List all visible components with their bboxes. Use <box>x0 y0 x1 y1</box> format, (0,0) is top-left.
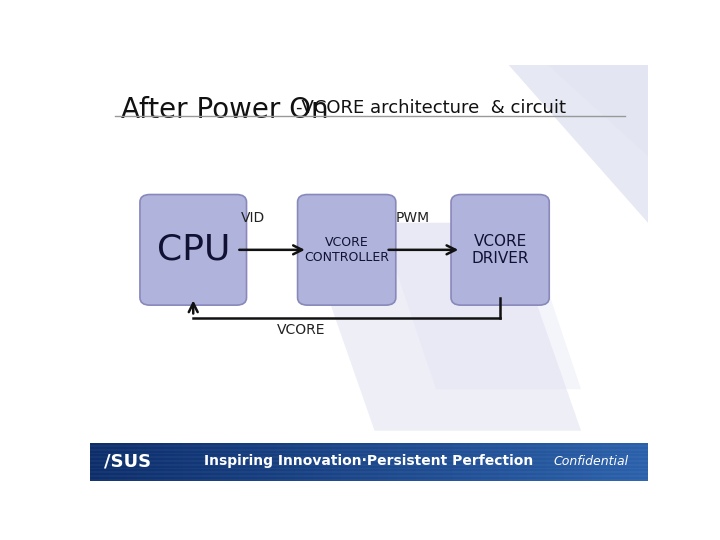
Bar <box>211 443 220 481</box>
Bar <box>294 443 304 481</box>
Bar <box>174 443 183 481</box>
Text: VCORE: VCORE <box>277 323 325 338</box>
Bar <box>90 456 648 458</box>
Bar <box>387 443 397 481</box>
Bar <box>406 443 415 481</box>
Bar <box>453 443 462 481</box>
Bar <box>90 443 648 481</box>
Polygon shape <box>453 65 648 156</box>
Bar <box>639 443 648 481</box>
Text: VCORE
CONTROLLER: VCORE CONTROLLER <box>304 236 390 264</box>
Text: -VCORE architecture  & circuit: -VCORE architecture & circuit <box>297 99 567 117</box>
Text: Confidential: Confidential <box>554 455 629 468</box>
Bar <box>90 460 648 462</box>
Polygon shape <box>302 223 581 431</box>
Bar <box>118 443 127 481</box>
Bar <box>564 443 574 481</box>
FancyBboxPatch shape <box>140 194 246 305</box>
Polygon shape <box>380 65 648 223</box>
Bar <box>90 471 648 473</box>
Bar <box>90 479 648 481</box>
Bar <box>462 443 472 481</box>
Bar <box>239 443 248 481</box>
Bar <box>145 443 155 481</box>
Bar <box>360 443 369 481</box>
Bar <box>183 443 192 481</box>
Bar <box>508 443 518 481</box>
Bar <box>90 453 648 454</box>
Bar <box>574 443 583 481</box>
Text: After Power On: After Power On <box>121 96 328 124</box>
Bar <box>369 443 378 481</box>
Bar <box>90 445 648 447</box>
Text: VID: VID <box>240 211 265 225</box>
Polygon shape <box>380 223 581 389</box>
Bar <box>425 443 434 481</box>
Bar <box>137 443 145 481</box>
Bar <box>629 443 639 481</box>
Bar <box>481 443 490 481</box>
Bar <box>593 443 601 481</box>
Bar <box>276 443 285 481</box>
Bar <box>499 443 508 481</box>
Bar <box>341 443 351 481</box>
Bar <box>90 449 648 451</box>
Bar <box>155 443 164 481</box>
Bar <box>266 443 276 481</box>
Bar <box>323 443 332 481</box>
Bar <box>472 443 481 481</box>
Bar <box>536 443 546 481</box>
Text: /SUS: /SUS <box>104 452 151 470</box>
Bar <box>601 443 611 481</box>
Bar <box>490 443 499 481</box>
Bar <box>583 443 593 481</box>
Bar <box>90 475 648 477</box>
Bar <box>192 443 202 481</box>
Bar <box>127 443 137 481</box>
Bar <box>258 443 266 481</box>
Bar <box>248 443 258 481</box>
Bar <box>90 464 648 465</box>
Bar <box>109 443 118 481</box>
Text: PWM: PWM <box>396 211 430 225</box>
Bar <box>434 443 444 481</box>
Bar <box>620 443 629 481</box>
Bar <box>313 443 323 481</box>
Bar <box>230 443 239 481</box>
Bar <box>90 468 648 469</box>
Bar <box>555 443 564 481</box>
Bar <box>351 443 360 481</box>
Bar <box>444 443 453 481</box>
Bar <box>415 443 425 481</box>
Bar <box>220 443 230 481</box>
Bar <box>285 443 294 481</box>
Text: CPU: CPU <box>156 233 230 267</box>
Bar <box>304 443 313 481</box>
Bar <box>527 443 536 481</box>
FancyBboxPatch shape <box>451 194 549 305</box>
FancyBboxPatch shape <box>297 194 396 305</box>
Bar <box>99 443 109 481</box>
Bar <box>90 443 99 481</box>
Text: VCORE
DRIVER: VCORE DRIVER <box>472 234 529 266</box>
Bar <box>397 443 406 481</box>
Bar <box>518 443 527 481</box>
Bar <box>164 443 174 481</box>
Bar <box>378 443 387 481</box>
Bar <box>202 443 211 481</box>
Bar <box>546 443 555 481</box>
Bar <box>332 443 341 481</box>
Text: Inspiring Innovation·Persistent Perfection: Inspiring Innovation·Persistent Perfecti… <box>204 454 534 468</box>
Bar <box>611 443 620 481</box>
